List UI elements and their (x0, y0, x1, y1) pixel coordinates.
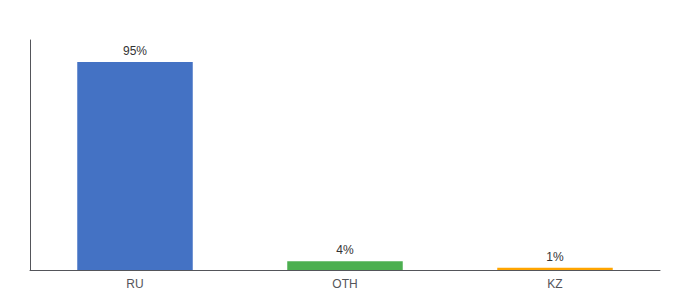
svg-text:95%: 95% (123, 44, 147, 58)
svg-text:1%: 1% (546, 250, 564, 264)
svg-text:RU: RU (126, 277, 143, 291)
svg-text:OTH: OTH (332, 277, 357, 291)
svg-text:4%: 4% (336, 243, 354, 257)
svg-text:KZ: KZ (547, 277, 562, 291)
